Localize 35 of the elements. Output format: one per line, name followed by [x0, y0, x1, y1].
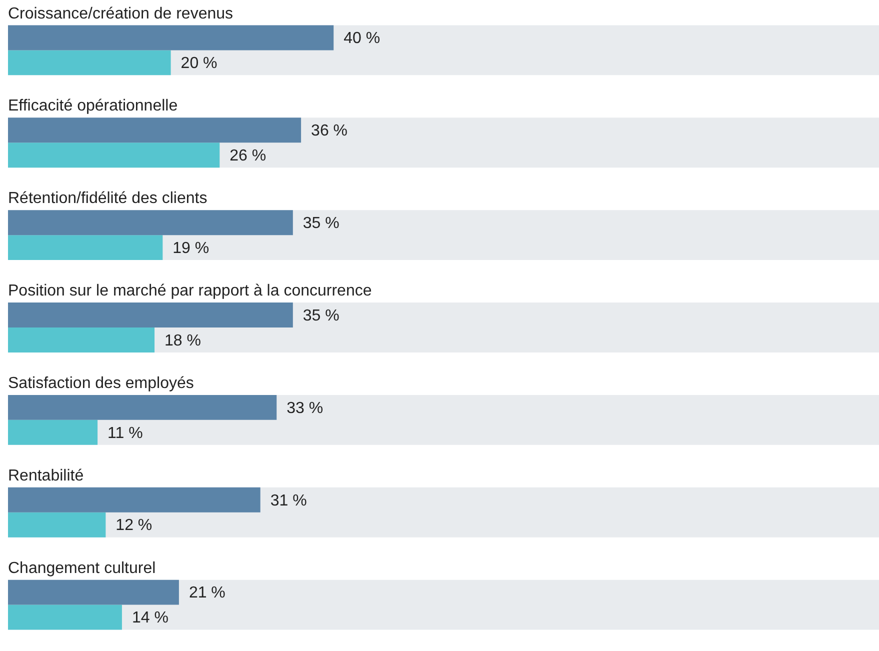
bar — [8, 302, 293, 328]
bar — [8, 235, 163, 260]
y-tick-label: Satisfaction des employés — [8, 374, 194, 392]
bar — [8, 604, 122, 630]
bar — [8, 487, 260, 512]
data-label: 11 % — [108, 424, 143, 442]
bar — [8, 328, 155, 352]
bar — [8, 142, 220, 168]
bar — [8, 512, 106, 538]
data-label: 31 % — [270, 492, 307, 510]
data-label: 33 % — [286, 400, 324, 417]
data-label: 12 % — [116, 517, 152, 534]
data-label: 36 % — [311, 122, 348, 140]
bar — [8, 25, 334, 50]
data-label: 18 % — [164, 332, 201, 350]
data-label: 19 % — [172, 240, 210, 257]
data-label: 35 % — [302, 215, 340, 232]
data-label: 40 % — [344, 30, 380, 48]
data-label: 14 % — [132, 610, 168, 627]
data-label: 20 % — [180, 55, 218, 72]
y-tick-label: Efficacité opérationnelle — [8, 98, 178, 115]
y-tick-label: Position sur le marché par rapport à la concurrence — [8, 282, 372, 300]
bar — [8, 50, 171, 76]
data-label: 26 % — [230, 148, 266, 165]
y-tick-label: Rétention/fidélité des clients — [8, 190, 208, 208]
bar — [8, 420, 98, 445]
bar — [8, 118, 302, 143]
data-label: 35 % — [302, 307, 340, 324]
y-tick-label: Croissance/création de revenus — [8, 5, 234, 22]
bar — [8, 394, 277, 420]
y-tick-label: Rentabilité — [8, 467, 84, 484]
bar — [8, 210, 293, 236]
y-tick-label: Changement culturel — [8, 560, 156, 577]
bar — [8, 580, 179, 605]
data-label: 21 % — [188, 584, 226, 602]
